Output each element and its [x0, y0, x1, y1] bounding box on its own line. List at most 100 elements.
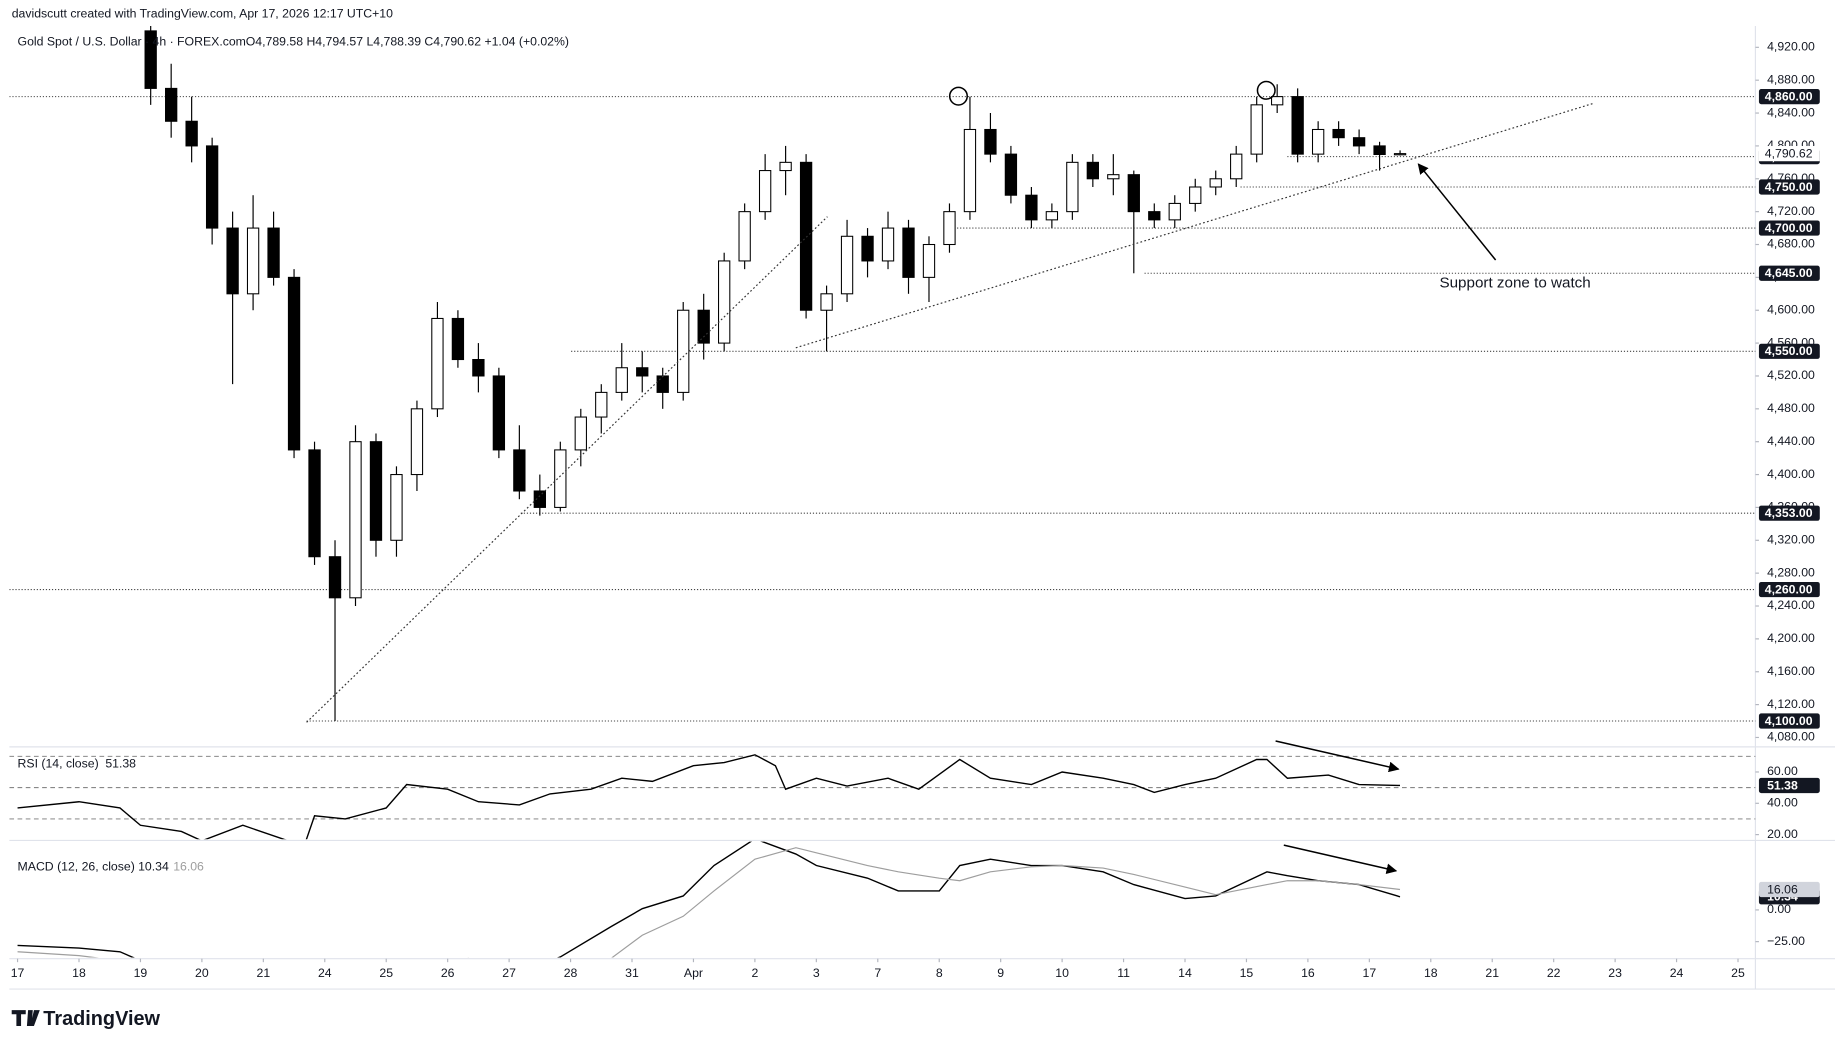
trend-line — [795, 102, 1595, 349]
macd-pane — [17, 841, 1401, 958]
x-tick-label: 16 — [1301, 966, 1315, 980]
brand: TradingView — [43, 1008, 160, 1030]
x-tick-label: 10 — [1055, 966, 1069, 980]
candle-body — [574, 416, 587, 451]
level-tag-label: 4,700.00 — [1765, 221, 1813, 235]
divergence-arrow — [1275, 740, 1400, 773]
candle-body — [963, 128, 977, 213]
candle-body — [677, 309, 690, 393]
candle-body — [881, 227, 895, 262]
candle-body — [779, 161, 792, 172]
candle-body — [1373, 145, 1386, 156]
y-tick-label: 4,400.00 — [1767, 467, 1815, 481]
candle-body — [1168, 202, 1181, 221]
candle-body — [287, 276, 301, 451]
annotations — [306, 80, 1595, 874]
level-tag-label: 4,750.00 — [1765, 180, 1813, 194]
x-tick-label: 17 — [11, 966, 25, 980]
level-tag — [1758, 343, 1820, 359]
x-tick-label: 27 — [502, 966, 516, 980]
candle-body — [349, 441, 362, 599]
level-tag — [1758, 179, 1820, 195]
candle-body — [1352, 137, 1366, 147]
x-tick-label: Apr — [684, 966, 703, 980]
candle-body — [472, 359, 485, 377]
candle-body — [1271, 96, 1284, 106]
candle-body — [984, 128, 997, 155]
indicator-line — [17, 841, 1401, 958]
level-tag-label: 4,100.00 — [1765, 714, 1813, 728]
y-tick-label: 4,240.00 — [1767, 598, 1815, 612]
candle-body — [308, 449, 321, 558]
candle-body — [1148, 211, 1161, 221]
candle-body — [554, 449, 567, 508]
x-tick-label: 9 — [997, 966, 1004, 980]
candle-body — [1311, 128, 1325, 155]
divergence-arrow — [1283, 844, 1398, 874]
y-tick-label: 4,720.00 — [1767, 204, 1815, 218]
level-tag-label: 4,860.00 — [1765, 89, 1813, 103]
level-tag-label: 4,645.00 — [1765, 266, 1813, 280]
x-tick-label: 31 — [625, 966, 639, 980]
x-tick-label: 22 — [1547, 966, 1561, 980]
x-tick-label: 8 — [936, 966, 943, 980]
x-tick-label: 21 — [257, 966, 271, 980]
macd-value: 10.34 — [138, 860, 169, 874]
x-tick-label: 21 — [1485, 966, 1499, 980]
candle-body — [1025, 194, 1038, 221]
level-tag — [1758, 505, 1820, 521]
y-tick-label: 4,680.00 — [1767, 237, 1815, 251]
x-tick-label: 23 — [1608, 966, 1622, 980]
ohlc: O4,789.58 H4,794.57 L4,788.39 C4,790.62 … — [246, 35, 569, 49]
value-tag — [1758, 881, 1820, 898]
candle-body — [595, 391, 608, 418]
y-tick-label: 4,440.00 — [1767, 434, 1815, 448]
candle-body — [513, 449, 526, 492]
level-tag — [1758, 89, 1820, 105]
candle-body — [1107, 174, 1120, 180]
candle-body — [1086, 161, 1099, 180]
candle-body — [902, 227, 915, 278]
candle-body — [615, 367, 628, 393]
level-tag-label: 4,353.00 — [1765, 506, 1813, 520]
x-tick-label: 19 — [134, 966, 148, 980]
candle-body — [718, 260, 731, 344]
macd-title: MACD (12, 26, close) — [18, 860, 135, 874]
y-tick-label: 40.00 — [1767, 796, 1798, 810]
candle-body — [656, 375, 669, 393]
logo-icon — [11, 1010, 40, 1026]
value-tag-label: 51.38 — [1767, 778, 1798, 792]
candle-body — [1393, 153, 1407, 156]
x-tick-label: 24 — [318, 966, 332, 980]
x-tick-label: 14 — [1178, 966, 1192, 980]
candle-body — [205, 145, 219, 229]
candle-body — [410, 408, 424, 476]
peak-circle — [948, 86, 968, 106]
candle-body — [226, 227, 239, 295]
candle-body — [1127, 174, 1140, 213]
x-tick-label: 17 — [1363, 966, 1377, 980]
candle-body — [1045, 211, 1059, 221]
price-pane — [9, 25, 1756, 722]
candle-body — [328, 556, 342, 599]
y-tick-label: 20.00 — [1767, 827, 1798, 841]
axes: 17 18 19 20 21 24 25 26 27 28 31 Apr 2 3 7 8 9 10 11 14 15 16… — [11, 40, 1820, 980]
candle-body — [492, 375, 506, 451]
x-tick-label: 20 — [195, 966, 209, 980]
indicator-line — [17, 847, 1401, 958]
y-tick-label: 4,840.00 — [1767, 105, 1815, 119]
candle-body — [943, 211, 956, 246]
candle-body — [165, 87, 178, 122]
price-tag — [1758, 146, 1820, 162]
peak-circle — [1256, 80, 1276, 100]
y-tick-label: 4,600.00 — [1767, 302, 1815, 316]
rsi-title: RSI (14, close) — [18, 757, 99, 771]
candle-body — [840, 235, 854, 295]
author-line: davidscutt created with TradingView.com,… — [12, 7, 393, 21]
price-tag-label: 4,790.62 — [1765, 146, 1813, 160]
x-tick-label: 3 — [813, 966, 820, 980]
y-tick-label: 4,160.00 — [1767, 664, 1815, 678]
candle-body — [144, 30, 157, 89]
y-tick-label: 4,120.00 — [1767, 697, 1815, 711]
